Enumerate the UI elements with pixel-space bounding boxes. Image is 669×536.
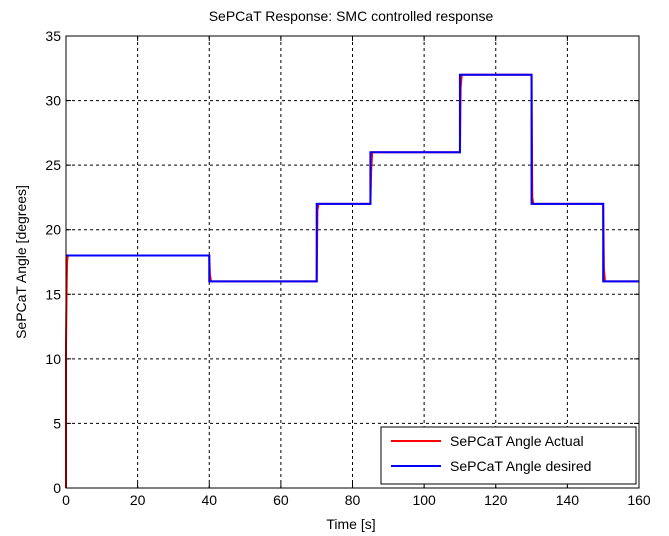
x-tick-label: 20 bbox=[130, 492, 146, 508]
plot-area bbox=[66, 36, 639, 488]
x-tick-label: 80 bbox=[345, 492, 361, 508]
legend-box bbox=[380, 426, 637, 485]
y-tick-label: 0 bbox=[53, 480, 61, 496]
x-tick-label: 100 bbox=[412, 492, 436, 508]
y-tick-label: 10 bbox=[45, 351, 61, 367]
x-tick-label: 140 bbox=[556, 492, 580, 508]
x-axis-label: Time [s] bbox=[326, 516, 375, 532]
x-tick-label: 0 bbox=[62, 492, 70, 508]
legend: SePCaT Angle Actual SePCaT Angle desired bbox=[380, 426, 637, 485]
y-axis-label: SePCaT Angle [degrees] bbox=[13, 185, 29, 339]
y-tick-label: 25 bbox=[45, 157, 61, 173]
y-tick-label: 15 bbox=[45, 286, 61, 302]
y-tick-label: 5 bbox=[53, 415, 61, 431]
y-tick-label: 35 bbox=[45, 28, 61, 44]
plot-frame bbox=[65, 35, 640, 489]
x-tick-label: 40 bbox=[201, 492, 217, 508]
legend-label-desired: SePCaT Angle desired bbox=[450, 458, 591, 474]
y-tick-label: 20 bbox=[45, 222, 61, 238]
legend-label-actual: SePCaT Angle Actual bbox=[450, 433, 584, 449]
series-line-desired bbox=[66, 73, 639, 283]
y-tick-label: 30 bbox=[45, 93, 61, 109]
y-axis-ticks: 0 5 10 15 20 25 30 35 bbox=[45, 28, 639, 496]
series-layer bbox=[65, 73, 639, 488]
chart-title: SePCaT Response: SMC controlled response bbox=[209, 8, 494, 24]
x-tick-label: 120 bbox=[484, 492, 508, 508]
x-tick-label: 60 bbox=[273, 492, 289, 508]
x-tick-label: 160 bbox=[627, 492, 651, 508]
x-axis-ticks: 0 20 40 60 80 100 120 140 160 bbox=[62, 36, 651, 508]
